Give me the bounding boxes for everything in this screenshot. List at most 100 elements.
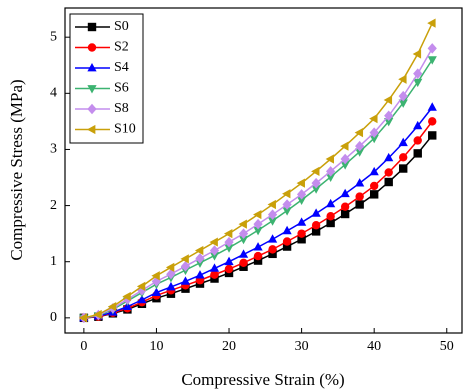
marker [180,260,191,272]
marker [311,227,321,236]
marker [369,134,379,144]
marker [267,234,278,243]
marker [384,152,394,162]
marker [340,161,350,170]
marker [384,168,393,177]
marker [311,166,320,176]
marker [87,62,97,72]
marker [296,196,307,206]
marker [210,270,219,279]
marker [311,208,321,217]
marker [282,225,292,235]
marker [340,209,350,219]
marker [137,294,147,304]
marker [238,219,247,229]
marker [398,90,408,102]
marker [340,141,349,151]
marker [282,189,291,199]
marker [238,228,249,239]
legend-box [69,13,144,144]
y-tick-label: 3 [50,142,57,157]
y-tick-label: 4 [50,86,57,101]
x-tick-label: 0 [80,339,87,354]
marker [253,226,263,236]
marker [355,148,365,157]
marker [326,173,336,182]
marker [238,249,249,258]
marker [209,245,220,256]
marker [296,217,307,226]
marker [384,118,394,127]
marker [87,22,97,32]
marker [151,276,162,287]
marker [311,185,321,194]
marker [253,218,263,230]
marker [398,74,407,84]
marker [326,198,336,208]
legend-label: S0 [114,19,129,34]
marker [413,78,423,88]
legend-label: S8 [114,101,129,116]
marker [296,189,307,200]
marker [398,137,408,147]
marker [223,229,233,239]
marker [87,85,97,94]
marker [195,270,205,279]
marker [253,242,263,251]
marker [253,209,262,220]
marker [398,99,408,108]
marker [209,263,220,272]
marker [369,181,379,191]
marker [297,235,306,244]
marker [282,199,292,210]
marker [413,149,422,158]
marker [180,276,191,285]
marker [253,251,263,261]
marker [195,259,205,268]
marker [268,249,277,259]
marker [413,68,423,79]
x-tick-label: 10 [149,339,163,354]
marker [224,256,234,266]
marker [355,192,364,201]
marker [78,313,88,323]
marker [122,291,131,302]
marker [369,190,379,199]
marker [296,178,305,188]
marker [325,154,334,164]
marker [428,117,437,126]
y-tick-label: 1 [50,254,57,269]
marker [180,254,189,264]
marker [224,244,234,253]
marker [354,127,364,138]
x-tick-label: 30 [295,339,309,354]
marker [267,199,276,210]
x-tick-label: 20 [222,339,236,354]
marker [413,136,422,145]
marker [195,253,205,264]
marker [355,200,364,209]
y-axis-label: Compressive Stress (MPa) [7,79,26,260]
marker [282,237,292,246]
plot-frame [64,7,463,334]
x-tick-label: 50 [440,339,454,354]
marker [209,252,220,261]
marker [384,177,393,187]
marker [107,301,117,312]
marker [311,221,321,230]
marker [427,43,437,54]
marker [326,218,335,228]
marker [151,271,160,281]
marker [267,217,278,226]
marker [427,18,436,28]
marker [282,242,292,251]
legend-label: S2 [114,40,129,55]
marker [399,153,408,162]
marker [224,264,234,274]
marker [93,309,102,320]
marker [326,166,336,177]
marker [267,209,278,220]
x-axis-label: Compressive Strain (%) [181,370,344,389]
marker [239,258,248,268]
